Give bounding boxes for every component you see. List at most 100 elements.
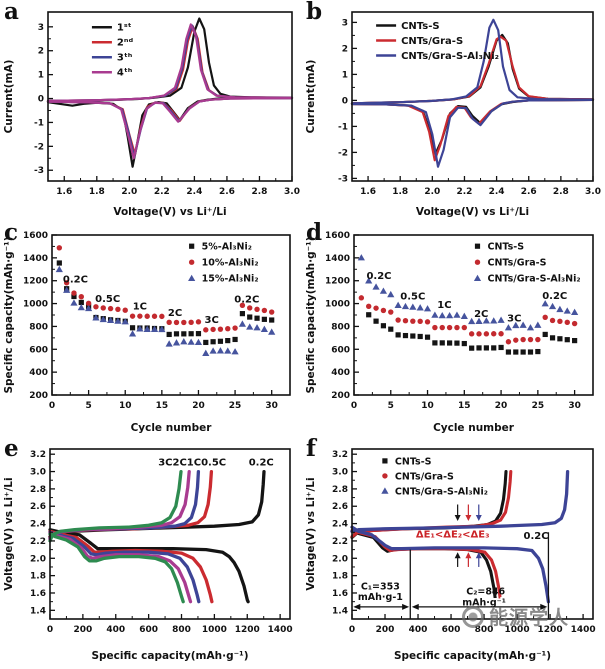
svg-text:200: 200 [73,625,92,635]
svg-text:1200: 1200 [538,625,563,635]
svg-text:-3: -3 [338,174,348,184]
svg-text:2.4: 2.4 [186,187,202,197]
svg-text:1200: 1200 [235,625,260,635]
svg-text:200: 200 [376,625,395,635]
svg-text:4ᵗʰ: 4ᵗʰ [117,68,133,79]
svg-text:2.2: 2.2 [154,187,170,197]
svg-text:30: 30 [568,401,581,411]
panel-letter-a: a [4,0,19,25]
svg-text:CNTs-S: CNTs-S [395,456,432,467]
svg-text:3.0: 3.0 [585,187,601,197]
svg-text:600: 600 [442,625,461,635]
svg-text:2.4: 2.4 [489,187,505,197]
svg-text:400: 400 [106,625,125,635]
panel-letter-e: e [4,435,19,462]
panel-a-cv-cycles: a 1.6 1.8 2.0 2.2 2.4 2.6 2.8 3.0 -3 -2 -1 0 1 2 3 Volt… [0,0,302,221]
panel-letter-b: b [306,0,323,25]
svg-text:0: 0 [342,96,348,106]
svg-text:2C: 2C [168,308,182,319]
svg-text:0.2C: 0.2C [524,531,549,542]
svg-text:2.8: 2.8 [332,485,348,495]
svg-text:0.5C: 0.5C [400,292,425,303]
svg-text:2.8: 2.8 [553,187,569,197]
svg-text:Cycle number: Cycle number [131,422,213,434]
panel-letter-f: f [306,435,316,462]
svg-text:30: 30 [265,401,278,411]
svg-text:10: 10 [119,401,132,411]
chart-c: 0 5 10 15 20 25 30 200 400 600 800 1000 1200 1400 1600… [3,231,291,434]
svg-text:CNTs-S: CNTs-S [401,21,440,32]
svg-text:3C2C1C0.5C: 3C2C1C0.5C [158,457,226,468]
svg-text:0: 0 [349,625,355,635]
svg-text:2.0: 2.0 [424,187,440,197]
svg-text:1: 1 [38,71,44,81]
svg-text:3.2: 3.2 [332,450,348,460]
chart-e: 0 200 400 600 800 1000 1200 1400 1.4 1.6 1.8 2.0 2.2… [3,448,293,662]
svg-text:1.6: 1.6 [56,187,72,197]
svg-text:1000: 1000 [23,300,48,310]
svg-text:2.0: 2.0 [121,187,137,197]
svg-text:2.0: 2.0 [30,554,46,564]
svg-text:1C: 1C [437,300,451,311]
svg-text:1400: 1400 [325,254,350,264]
svg-text:3: 3 [342,18,348,28]
svg-text:CNTs/Gra-S-Al₃Ni₂: CNTs/Gra-S-Al₃Ni₂ [401,51,499,62]
svg-text:10%-Al₃Ni₂: 10%-Al₃Ni₂ [202,258,259,269]
svg-text:-1: -1 [338,122,348,132]
svg-text:0.2C: 0.2C [249,457,274,468]
svg-text:0.5C: 0.5C [95,294,120,305]
svg-text:0.2C: 0.2C [63,274,88,285]
svg-text:Voltage(V) vs Li⁺/Li: Voltage(V) vs Li⁺/Li [113,206,226,218]
svg-text:Specific capacity(mAh·g⁻¹): Specific capacity(mAh·g⁻¹) [305,236,317,393]
svg-text:ΔE₁<ΔE₂<ΔE₃: ΔE₁<ΔE₂<ΔE₃ [416,529,490,540]
svg-text:2.6: 2.6 [30,502,46,512]
svg-text:5: 5 [388,401,394,411]
svg-text:600: 600 [331,345,350,355]
svg-text:0.2C: 0.2C [366,271,391,282]
svg-text:0: 0 [47,625,53,635]
svg-text:2.8: 2.8 [30,485,46,495]
svg-text:200: 200 [29,391,48,401]
svg-text:1.8: 1.8 [30,572,46,582]
svg-text:600: 600 [139,625,158,635]
svg-text:600: 600 [29,345,48,355]
svg-text:2: 2 [342,44,348,54]
panel-f-voltage-profiles-materials: f 0 200 400 600 800 1000 1200 1400 1.4 1.6 1.8 2.0 2… [302,437,605,665]
svg-text:25: 25 [229,401,242,411]
svg-text:0: 0 [351,401,357,411]
svg-text:2.6: 2.6 [521,187,537,197]
svg-text:Cycle number: Cycle number [433,422,515,434]
svg-text:2C: 2C [474,309,488,320]
svg-text:2.0: 2.0 [332,554,348,564]
panel-letter-d: d [306,219,323,246]
panel-letter-c: c [4,219,19,246]
svg-text:CNTs/Gra-S-Al₃Ni₂: CNTs/Gra-S-Al₃Ni₂ [395,486,488,497]
chart-b: 1.6 1.8 2.0 2.2 2.4 2.6 2.8 3.0 -3 -2 -1 0 1 2 3 Voltag… [305,11,601,218]
svg-text:2: 2 [38,47,44,57]
svg-text:CNTs/Gra-S-Al₃Ni₂: CNTs/Gra-S-Al₃Ni₂ [488,274,581,285]
svg-text:15: 15 [156,401,169,411]
svg-text:2ⁿᵈ: 2ⁿᵈ [117,38,134,49]
svg-text:3C: 3C [204,315,218,326]
svg-text:1600: 1600 [325,231,350,241]
svg-text:1000: 1000 [202,625,227,635]
svg-text:1400: 1400 [23,254,48,264]
svg-text:200: 200 [331,391,350,401]
svg-text:1200: 1200 [23,277,48,287]
svg-text:800: 800 [331,322,350,332]
panel-c-rate-capability-alni: c 0 5 10 15 20 25 30 200 400 600 800 1000 1200 1400 16… [0,221,302,437]
svg-text:3.0: 3.0 [332,468,348,478]
svg-text:2.2: 2.2 [332,537,348,547]
svg-text:1.4: 1.4 [30,606,46,616]
svg-text:400: 400 [29,368,48,378]
svg-text:mAh·g-1: mAh·g-1 [358,592,403,603]
svg-text:3: 3 [38,23,44,33]
svg-text:1.4: 1.4 [332,606,348,616]
svg-text:1.8: 1.8 [89,187,105,197]
svg-text:3C: 3C [507,314,521,325]
svg-text:1.6: 1.6 [360,187,376,197]
svg-text:1C: 1C [133,302,147,313]
svg-text:CNTs-S: CNTs-S [488,242,525,253]
svg-text:400: 400 [409,625,428,635]
